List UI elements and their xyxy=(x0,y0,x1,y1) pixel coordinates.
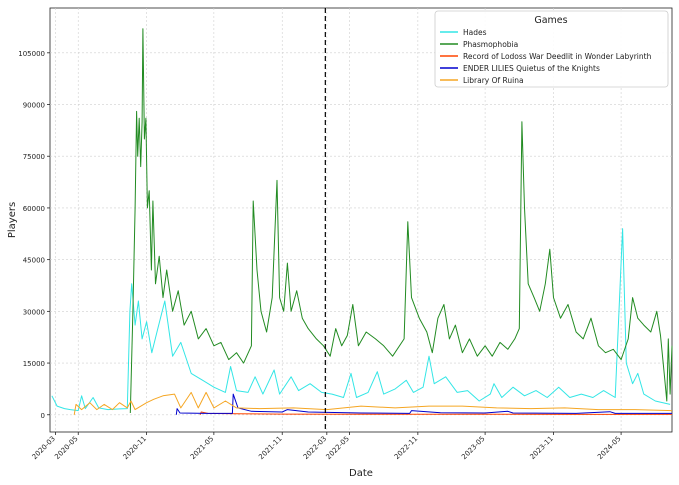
y-tick-label: 60000 xyxy=(23,205,45,213)
y-tick-label: 0 xyxy=(41,412,45,420)
x-tick-label: 2020-03 xyxy=(31,435,57,461)
x-tick-label: 2020-05 xyxy=(53,435,79,461)
grid xyxy=(50,8,672,432)
series-line xyxy=(73,391,673,415)
series-line xyxy=(51,228,671,412)
x-tick-label: 2024-05 xyxy=(596,435,622,461)
legend-title: Games xyxy=(534,15,567,26)
x-tick-label: 2022-05 xyxy=(325,435,351,461)
y-axis-ticks: 0 15000 30000 45000 60000 75000 90000 105000 xyxy=(18,50,50,420)
y-tick-label: 30000 xyxy=(23,308,45,316)
y-tick-label: 75000 xyxy=(23,153,45,161)
y-axis-label: Players xyxy=(7,202,18,238)
legend-label: ENDER LILIES Quietus of the Knights xyxy=(463,64,600,73)
legend: Games Hades Phasmophobia Record of Lodoss … xyxy=(434,10,669,88)
series-line xyxy=(129,28,673,414)
y-tick-label: 15000 xyxy=(23,360,45,368)
x-tick-label: 2021-05 xyxy=(189,435,215,461)
y-tick-label: 90000 xyxy=(23,102,45,110)
y-tick-label: 105000 xyxy=(18,50,45,58)
x-axis-label: Date xyxy=(349,468,373,479)
x-tick-label: 2020-11 xyxy=(122,435,148,461)
series-line xyxy=(175,393,672,415)
series-line xyxy=(199,411,672,415)
x-tick-label: 2022-03 xyxy=(302,435,328,461)
legend-items: Hades Phasmophobia Record of Lodoss War De… xyxy=(440,28,652,85)
legend-label: Record of Lodoss War Deedlit in Wonder L… xyxy=(463,52,652,61)
x-tick-label: 2023-11 xyxy=(529,435,555,461)
legend-label: Library Of Ruina xyxy=(463,76,524,85)
x-tick-label: 2023-05 xyxy=(460,435,486,461)
x-tick-label: 2022-11 xyxy=(393,435,419,461)
y-tick-label: 45000 xyxy=(23,257,45,265)
legend-label: Hades xyxy=(463,28,487,37)
legend-box xyxy=(434,10,669,88)
legend-label: Phasmophobia xyxy=(463,40,518,49)
x-tick-label: 2021-11 xyxy=(257,435,283,461)
series-group xyxy=(51,28,673,415)
